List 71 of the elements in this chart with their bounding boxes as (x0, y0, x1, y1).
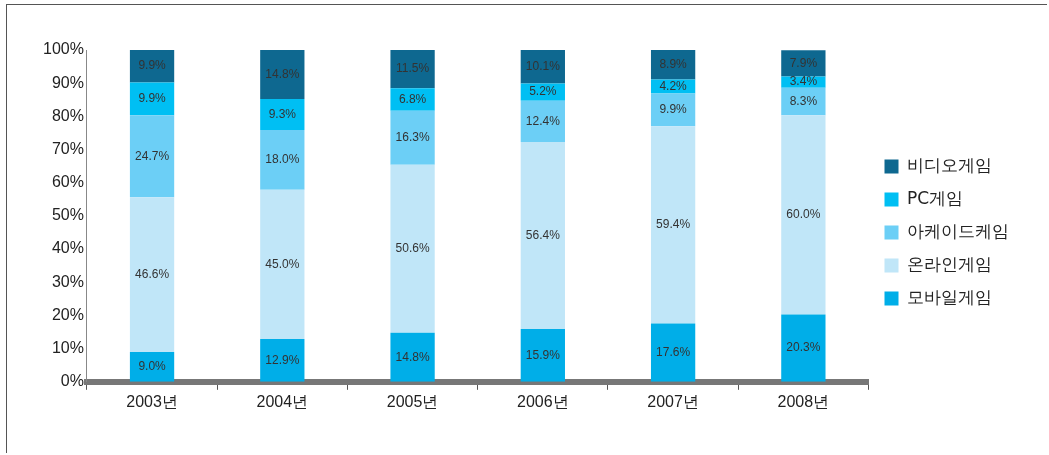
y-tick-label: 70% (51, 139, 84, 157)
legend-label: 모바일게임 (907, 286, 992, 307)
bar (781, 115, 826, 315)
y-tick-label: 40% (51, 239, 84, 257)
bar (260, 50, 305, 100)
legend-label: PC게임 (907, 187, 964, 208)
bar (390, 332, 435, 382)
y-tick-label: 30% (51, 272, 84, 290)
y-tick-label: 80% (51, 106, 84, 124)
bar (781, 314, 826, 382)
y-tick-label: 50% (51, 206, 84, 224)
data-label: 24.7% (135, 148, 170, 163)
bar (390, 164, 435, 333)
x-tick-label: 2008년 (777, 392, 830, 410)
data-label: 11.5% (396, 61, 430, 76)
bar (520, 329, 565, 382)
data-label: 12.4% (525, 113, 561, 128)
legend-label: 아케이드케임 (907, 220, 1009, 241)
bar (129, 115, 175, 198)
bar (260, 189, 305, 339)
legend-label: 비디오게임 (907, 154, 992, 175)
x-tick-label: 2004년 (256, 392, 309, 410)
bar (520, 141, 565, 330)
y-tick-label: 100% (43, 40, 84, 58)
x-tick-label: 2007년 (647, 392, 699, 410)
bar (650, 323, 696, 382)
data-label: 9.9% (659, 102, 688, 117)
data-label: 18.0% (265, 152, 300, 167)
x-tick-label: 2005년 (386, 392, 439, 410)
data-label: 6.8% (398, 91, 427, 106)
y-tick-label: 90% (51, 73, 84, 91)
data-label: 50.6% (395, 241, 430, 256)
bar (390, 50, 435, 89)
data-label: 7.9% (789, 55, 818, 70)
data-label: 15.9% (525, 347, 561, 362)
y-tick-label: 20% (51, 305, 84, 323)
bar (781, 50, 826, 77)
data-label: 8.3% (789, 93, 818, 108)
data-label: 9.0% (138, 359, 167, 374)
data-label: 9.9% (138, 91, 167, 106)
x-tick-label: 2006년 (517, 392, 569, 410)
data-label: 45.0% (265, 256, 300, 271)
data-label: 10.1% (525, 59, 561, 74)
data-label: 56.4% (525, 227, 561, 242)
x-tick-label: 2003년 (126, 392, 178, 410)
bar (129, 197, 175, 352)
y-tick-label: 0% (60, 372, 84, 390)
data-label: 9.9% (138, 58, 167, 73)
bar (520, 100, 565, 142)
data-label: 14.8% (265, 66, 300, 81)
y-tick-label: 60% (51, 173, 84, 191)
y-tick-label: 10% (51, 339, 84, 357)
data-label: 17.6% (656, 344, 691, 359)
bar (650, 126, 696, 324)
data-label: 16.3% (395, 130, 430, 145)
legend-label: 온라인게임 (907, 253, 992, 274)
bar (260, 129, 305, 190)
data-label: 20.3% (786, 340, 821, 355)
bar (520, 50, 565, 84)
data-label: 8.9% (659, 57, 688, 72)
data-label: 14.8% (395, 349, 430, 364)
data-label: 60.0% (786, 207, 821, 222)
data-label: 46.6% (135, 266, 170, 281)
data-label: 3.4% (789, 74, 818, 89)
bar (129, 50, 175, 83)
data-label: 12.9% (265, 352, 300, 367)
data-label: 59.4% (656, 217, 691, 232)
data-label: 4.2% (659, 78, 688, 93)
bar (390, 110, 435, 165)
data-label: 5.2% (529, 84, 557, 99)
data-label: 9.3% (268, 106, 297, 121)
